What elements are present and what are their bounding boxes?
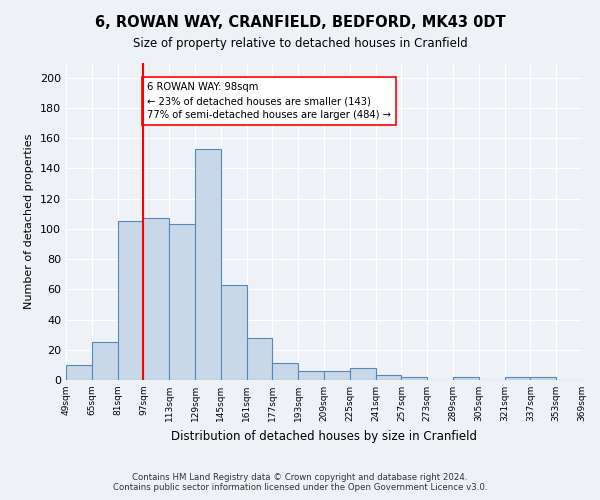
Bar: [453, 377, 479, 380]
Bar: [169, 224, 195, 380]
Bar: [401, 377, 427, 380]
Text: Size of property relative to detached houses in Cranfield: Size of property relative to detached ho…: [133, 38, 467, 51]
Bar: [195, 148, 221, 380]
Text: 6 ROWAN WAY: 98sqm
← 23% of detached houses are smaller (143)
77% of semi-detach: 6 ROWAN WAY: 98sqm ← 23% of detached hou…: [147, 82, 391, 120]
Bar: [505, 377, 530, 380]
Bar: [530, 377, 556, 380]
Text: Contains HM Land Registry data © Crown copyright and database right 2024.
Contai: Contains HM Land Registry data © Crown c…: [113, 473, 487, 492]
Bar: [350, 368, 376, 380]
Bar: [66, 365, 92, 380]
Bar: [221, 285, 247, 380]
Bar: [92, 342, 118, 380]
Bar: [247, 338, 272, 380]
X-axis label: Distribution of detached houses by size in Cranfield: Distribution of detached houses by size …: [171, 430, 477, 442]
Bar: [376, 376, 401, 380]
Text: 6, ROWAN WAY, CRANFIELD, BEDFORD, MK43 0DT: 6, ROWAN WAY, CRANFIELD, BEDFORD, MK43 0…: [95, 15, 505, 30]
Bar: [272, 364, 298, 380]
Y-axis label: Number of detached properties: Number of detached properties: [25, 134, 34, 309]
Bar: [324, 371, 350, 380]
Bar: [118, 221, 143, 380]
Bar: [143, 218, 169, 380]
Bar: [298, 371, 324, 380]
